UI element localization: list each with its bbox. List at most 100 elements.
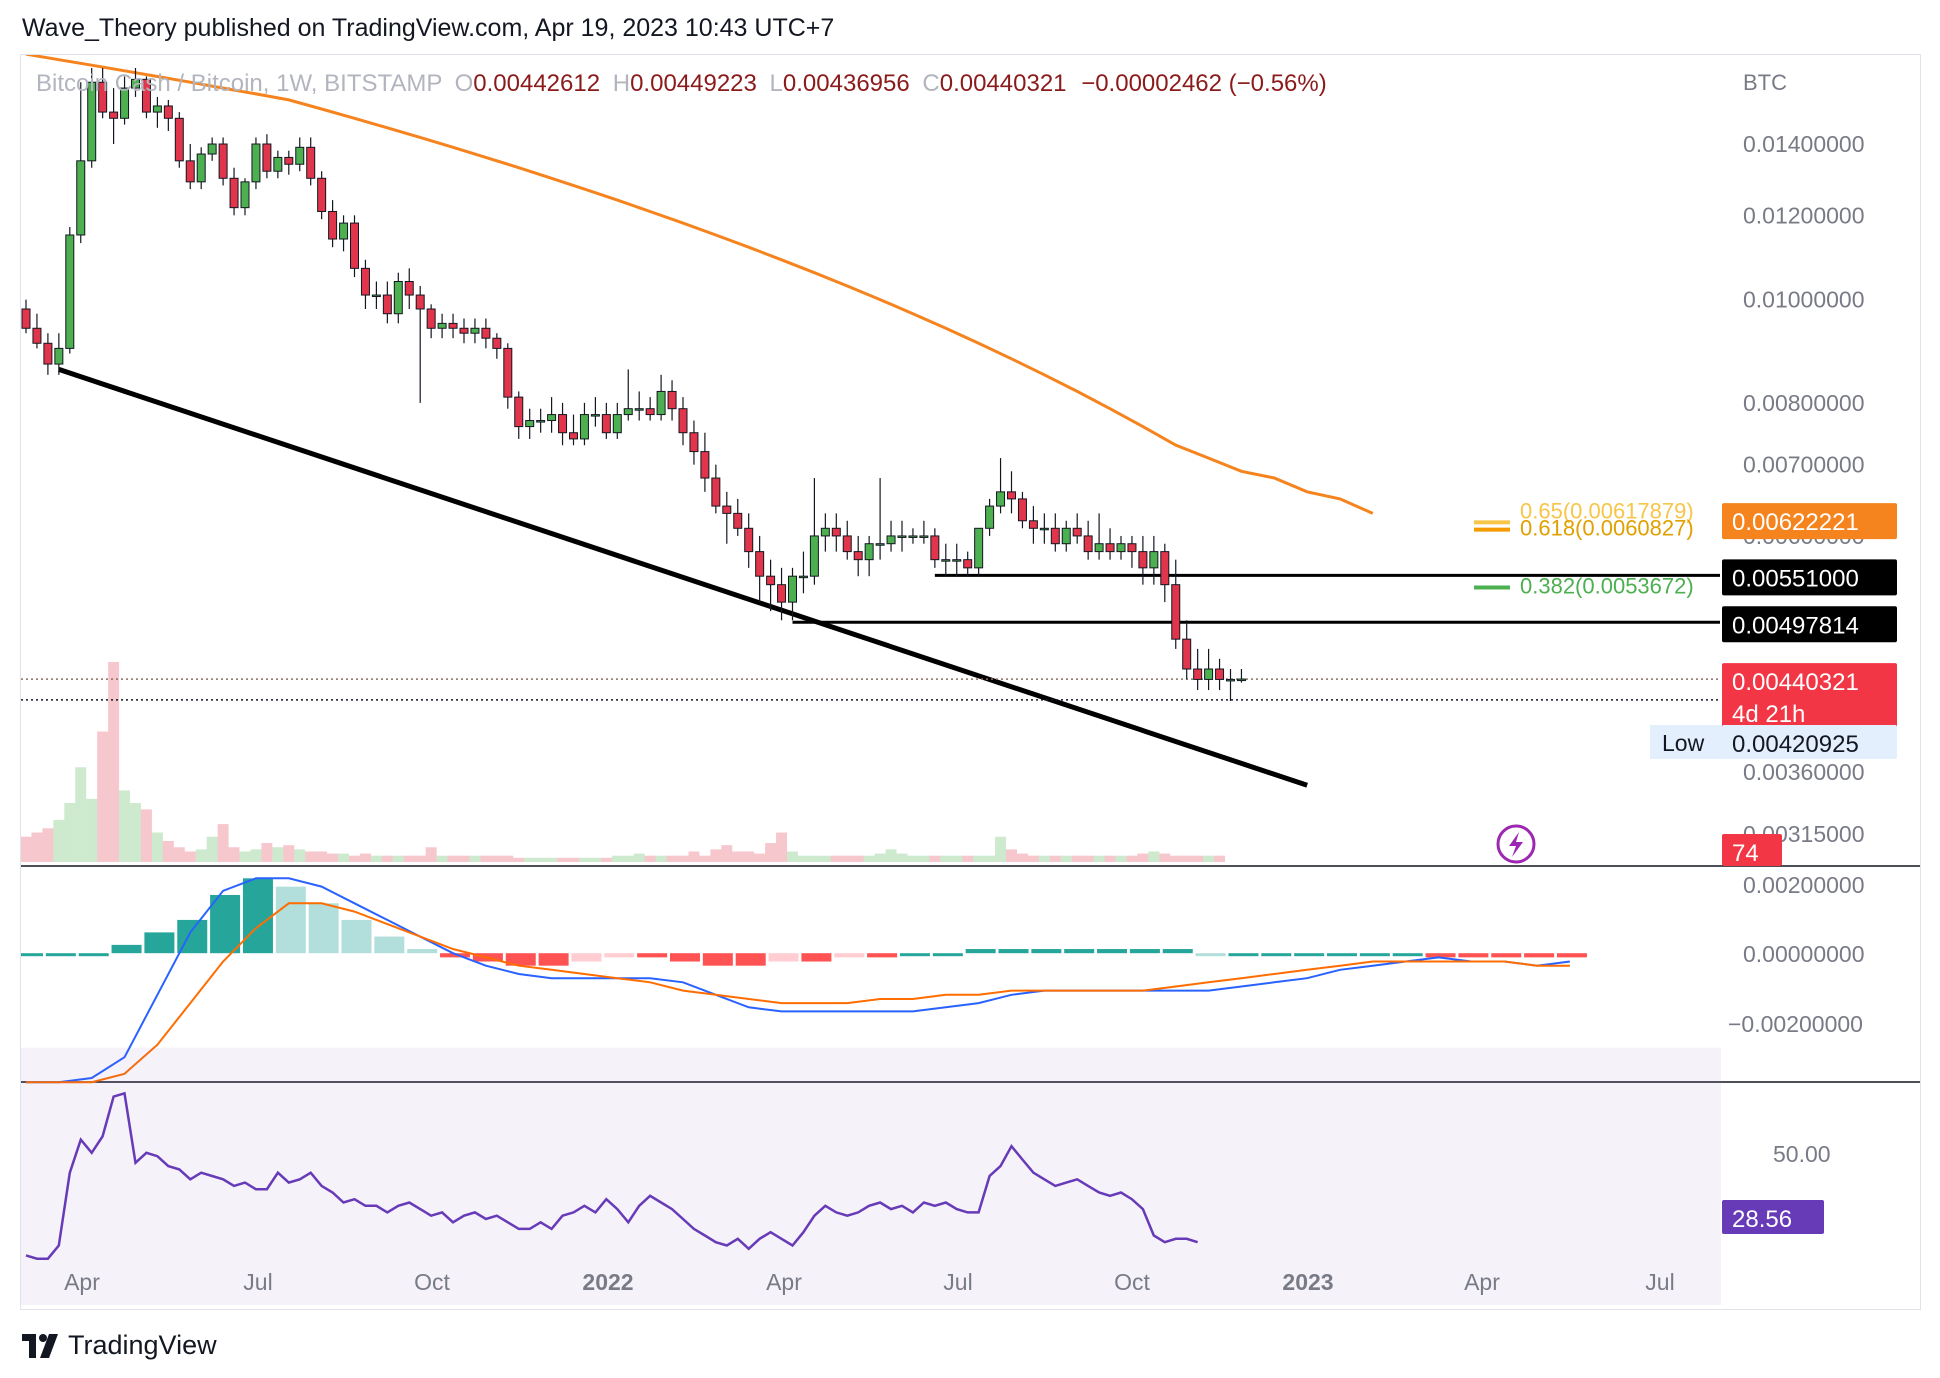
fib-382-label: 0.382(0.0053672) <box>1520 573 1694 598</box>
candle <box>1061 520 1071 552</box>
level-1-tag: 0.00551000 <box>1722 559 1897 596</box>
volume-bar <box>677 855 689 862</box>
tradingview-logo[interactable]: TradingView <box>22 1330 217 1361</box>
macd-histogram-bar <box>440 953 471 958</box>
candle-body <box>700 451 710 479</box>
candle-body <box>174 117 184 162</box>
low-label-bg <box>1650 725 1722 759</box>
candle-body <box>645 408 655 416</box>
candle <box>569 414 578 446</box>
macd-histogram-bar <box>1195 953 1226 957</box>
volume-bar <box>918 855 930 862</box>
volume-tag-bg <box>1722 834 1782 866</box>
macd-histogram-bar <box>1458 953 1489 958</box>
candle <box>908 528 918 544</box>
candle-body <box>152 105 162 113</box>
candle <box>1127 535 1137 568</box>
candle <box>382 281 392 324</box>
macd-layer <box>21 877 1587 1084</box>
candle-body <box>634 408 644 411</box>
candle-body <box>87 81 97 162</box>
candle-body <box>733 512 743 529</box>
candle <box>656 374 666 421</box>
macd-signal-line <box>26 902 1570 1084</box>
candle-body <box>711 477 721 507</box>
candle <box>525 408 535 439</box>
candle-body <box>317 177 327 212</box>
volume-bar <box>1181 855 1193 862</box>
candle <box>514 391 524 439</box>
candle <box>1105 528 1115 560</box>
price-tick-label: 0.01000000 <box>1743 287 1865 313</box>
candle-body <box>1039 527 1049 531</box>
macd-histogram-bar <box>144 932 175 954</box>
candle <box>1160 543 1170 603</box>
volume-bar <box>283 845 295 862</box>
candle <box>174 112 184 168</box>
volume-bar <box>732 851 744 862</box>
volume-bar <box>381 855 393 862</box>
candle-body <box>404 281 414 296</box>
candle <box>1083 520 1093 560</box>
level-2-tag: 0.00497814 <box>1722 606 1897 643</box>
legend-high-label: H <box>612 70 631 97</box>
volume-bar <box>1049 855 1061 862</box>
candle <box>842 520 852 560</box>
volume-bar <box>1082 855 1094 862</box>
trendline[interactable] <box>58 367 1308 788</box>
volume-bar <box>359 853 371 862</box>
lightning-icon[interactable] <box>1496 824 1536 864</box>
candle <box>1149 535 1159 585</box>
candle-body <box>766 575 776 586</box>
candle-body <box>601 414 611 434</box>
candle <box>777 567 787 621</box>
macd-tick-label: 0.00000000 <box>1743 941 1865 967</box>
candle-body <box>744 527 754 553</box>
volume-bar <box>491 855 503 862</box>
candle-body <box>273 156 283 172</box>
volume-bar <box>108 662 120 862</box>
volume-bar <box>962 855 974 862</box>
volume-bar <box>776 832 788 862</box>
candle <box>952 543 962 577</box>
macd-line <box>26 877 1571 1084</box>
legend-symbol: Bitcoin Cash / Bitcoin, 1W, BITSTAMP <box>36 70 442 97</box>
candle <box>492 333 502 359</box>
candle-body <box>360 267 370 296</box>
candle-body <box>1226 678 1235 682</box>
lightning-icon-bolt <box>1509 832 1523 857</box>
candle <box>273 150 283 179</box>
volume-bar <box>75 767 87 862</box>
candle <box>163 99 173 131</box>
candle-body <box>1215 668 1225 680</box>
candle-body <box>996 491 1006 507</box>
level-2-tag-text: 0.00497814 <box>1732 612 1859 639</box>
volume-bar <box>151 832 163 862</box>
volume-bar <box>1148 851 1160 862</box>
candle <box>393 272 403 324</box>
volume-bar <box>765 843 777 862</box>
countdown-text: 4d 21h <box>1732 701 1805 728</box>
candle-body <box>678 408 688 434</box>
volume-bar <box>480 855 492 862</box>
rsi-line <box>25 1091 1198 1260</box>
candle-body <box>985 505 995 529</box>
candle <box>371 281 381 309</box>
volume-bar <box>392 855 404 862</box>
candle-body <box>459 327 469 334</box>
candle <box>623 369 633 421</box>
volume-bar <box>546 857 558 862</box>
legend-close-label: C <box>922 70 940 97</box>
candle <box>1171 559 1181 649</box>
time-tick-label: Apr <box>64 1269 100 1295</box>
candle-body <box>941 559 951 562</box>
volume-bar <box>688 851 700 862</box>
macd-histogram-bar <box>1261 953 1292 957</box>
ohlc-legend: Bitcoin Cash / Bitcoin, 1W, BITSTAMP O0.… <box>36 70 1327 98</box>
volume-bar <box>929 855 941 862</box>
volume-bar <box>1104 855 1116 862</box>
macd-histogram-bar <box>1359 953 1390 957</box>
volume-bar <box>907 855 919 862</box>
candle-body <box>339 222 349 240</box>
